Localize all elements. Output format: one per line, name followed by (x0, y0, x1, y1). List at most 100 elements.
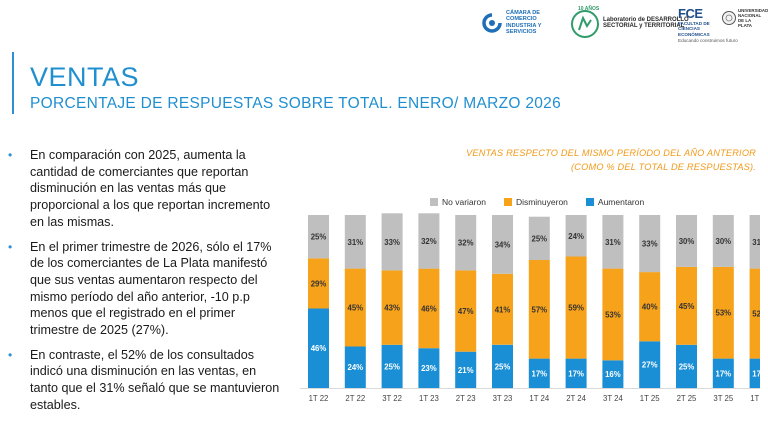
finding-text: En el primer trimestre de 2026, sólo el … (30, 239, 272, 338)
x-tick-label: 1T 24 (529, 394, 549, 403)
title-accent-bar (12, 52, 14, 114)
bullet-dot-icon: • (8, 148, 13, 162)
legend-swatch (503, 198, 512, 206)
data-label: 31% (605, 238, 621, 247)
bar-disminuyeron (528, 260, 550, 359)
data-label: 17% (715, 369, 731, 378)
bar-no-variaron (602, 215, 624, 269)
logo-strip: CÁMARA DE COMERCIO INDUSTRIA Y SERVICIOS… (478, 6, 768, 48)
findings-list: • En comparación con 2025, aumenta la can… (8, 147, 280, 422)
bar-no-variaron (639, 215, 661, 273)
bar-aumentaron (418, 348, 440, 388)
lab-logo: 10 AÑOS Laboratorio de DESARROLLO SECTOR… (570, 6, 689, 40)
bullet-dot-icon: • (8, 239, 13, 254)
bar-disminuyeron (308, 258, 329, 309)
bar-no-variaron (344, 215, 366, 269)
data-label: 25% (679, 362, 695, 371)
data-label: 45% (679, 302, 695, 311)
camara-logo: CÁMARA DE COMERCIO INDUSTRIA Y SERVICIOS (480, 10, 564, 36)
x-tick-label: 2T 22 (345, 394, 365, 403)
finding-item: • En comparación con 2025, aumenta la can… (8, 147, 280, 231)
bar-aumentaron (344, 346, 366, 388)
bar-no-variaron (381, 213, 403, 271)
lab-emblem-icon (571, 10, 599, 38)
legend-swatch (585, 198, 594, 206)
legend-item-disminuyeron: Disminuyeron (503, 197, 568, 207)
bar-no-variaron (565, 215, 587, 257)
data-label: 17% (531, 369, 547, 378)
data-label: 24% (347, 363, 363, 372)
x-tick-label: 2T 23 (456, 394, 476, 403)
finding-item: • En contraste, el 52% de los consultados… (8, 347, 280, 414)
data-label: 25% (495, 362, 511, 371)
x-tick-label: 1T 26 (750, 394, 760, 403)
page-title: VENTAS (30, 62, 140, 92)
unlp-seal-icon (722, 11, 736, 25)
data-label: 52% (752, 310, 760, 319)
x-tick-label: 2T 24 (566, 394, 586, 403)
bar-disminuyeron (602, 268, 624, 361)
unlp-logo: UNIVERSIDAD NACIONAL DE LA PLATA (722, 8, 768, 28)
data-label: 31% (752, 238, 760, 247)
lab-logo-line1: Laboratorio de DESARROLLO (603, 16, 689, 23)
x-tick-label: 3T 22 (382, 394, 402, 403)
data-label: 40% (642, 303, 658, 312)
data-label: 41% (495, 305, 511, 314)
bar-disminuyeron (492, 273, 513, 345)
data-label: 27% (642, 361, 658, 370)
bar-no-variaron (308, 215, 329, 259)
bar-aumentaron (712, 358, 734, 388)
legend-item-aumentaron: Aumentaron (585, 197, 645, 207)
bar-no-variaron (749, 215, 760, 269)
fce-name: FACULTAD DE CIENCIAS ECONÓMICAS (678, 21, 710, 37)
data-label: 46% (421, 304, 437, 313)
bar-aumentaron (676, 344, 697, 389)
fce-slogan: Educando construimos futuro (678, 38, 738, 44)
bar-disminuyeron (418, 268, 440, 349)
fce-abbr: FCE (678, 6, 703, 21)
bar-no-variaron (676, 215, 697, 267)
bar-aumentaron (749, 358, 760, 388)
data-label: 25% (311, 233, 327, 242)
data-label: 53% (715, 309, 731, 318)
data-label: 25% (384, 362, 400, 371)
legend-label: No variaron (442, 197, 486, 207)
x-tick-label: 1T 23 (419, 394, 439, 403)
bar-aumentaron (602, 360, 624, 388)
x-tick-label: 3T 24 (603, 394, 623, 403)
legend-label: Aumentaron (597, 197, 645, 207)
finding-text: En contraste, el 52% de los consultados … (30, 347, 280, 412)
legend-item-no-variaron: No variaron (430, 197, 486, 207)
bar-aumentaron (381, 344, 403, 389)
data-label: 17% (752, 369, 760, 378)
data-label: 34% (495, 240, 511, 249)
camara-logo-text: CÁMARA DE COMERCIO INDUSTRIA Y SERVICIOS (506, 10, 542, 36)
finding-item: • En el primer trimestre de 2026, sólo el… (8, 239, 280, 339)
bullet-dot-icon: • (8, 347, 13, 362)
x-tick-label: 3T 23 (493, 394, 513, 403)
data-label: 16% (605, 370, 621, 379)
bar-disminuyeron (455, 270, 477, 352)
bar-disminuyeron (676, 266, 697, 345)
bar-aumentaron (455, 351, 477, 388)
data-label: 47% (458, 307, 474, 316)
bar-disminuyeron (565, 256, 587, 359)
legend-label: Disminuyeron (515, 197, 568, 207)
bar-no-variaron (528, 216, 550, 260)
data-label: 43% (384, 304, 400, 313)
bar-no-variaron (455, 215, 477, 271)
bar-aumentaron (565, 358, 587, 388)
x-tick-label: 1T 22 (309, 394, 329, 403)
bar-aumentaron (528, 358, 550, 388)
bar-disminuyeron (712, 266, 734, 359)
bar-no-variaron (712, 215, 734, 267)
data-label: 23% (421, 364, 437, 373)
data-label: 53% (605, 311, 621, 320)
lab-badge: 10 AÑOS (578, 6, 600, 12)
x-tick-label: 1T 25 (640, 394, 660, 403)
data-label: 45% (347, 304, 363, 313)
stacked-bar-chart: 46% 29% 25% 1T 22 24% 45% 31% 2T 22 25% 43% 33% 3T … (300, 213, 760, 403)
data-label: 33% (642, 240, 658, 249)
data-label: 17% (568, 369, 584, 378)
bar-disminuyeron (381, 270, 403, 345)
